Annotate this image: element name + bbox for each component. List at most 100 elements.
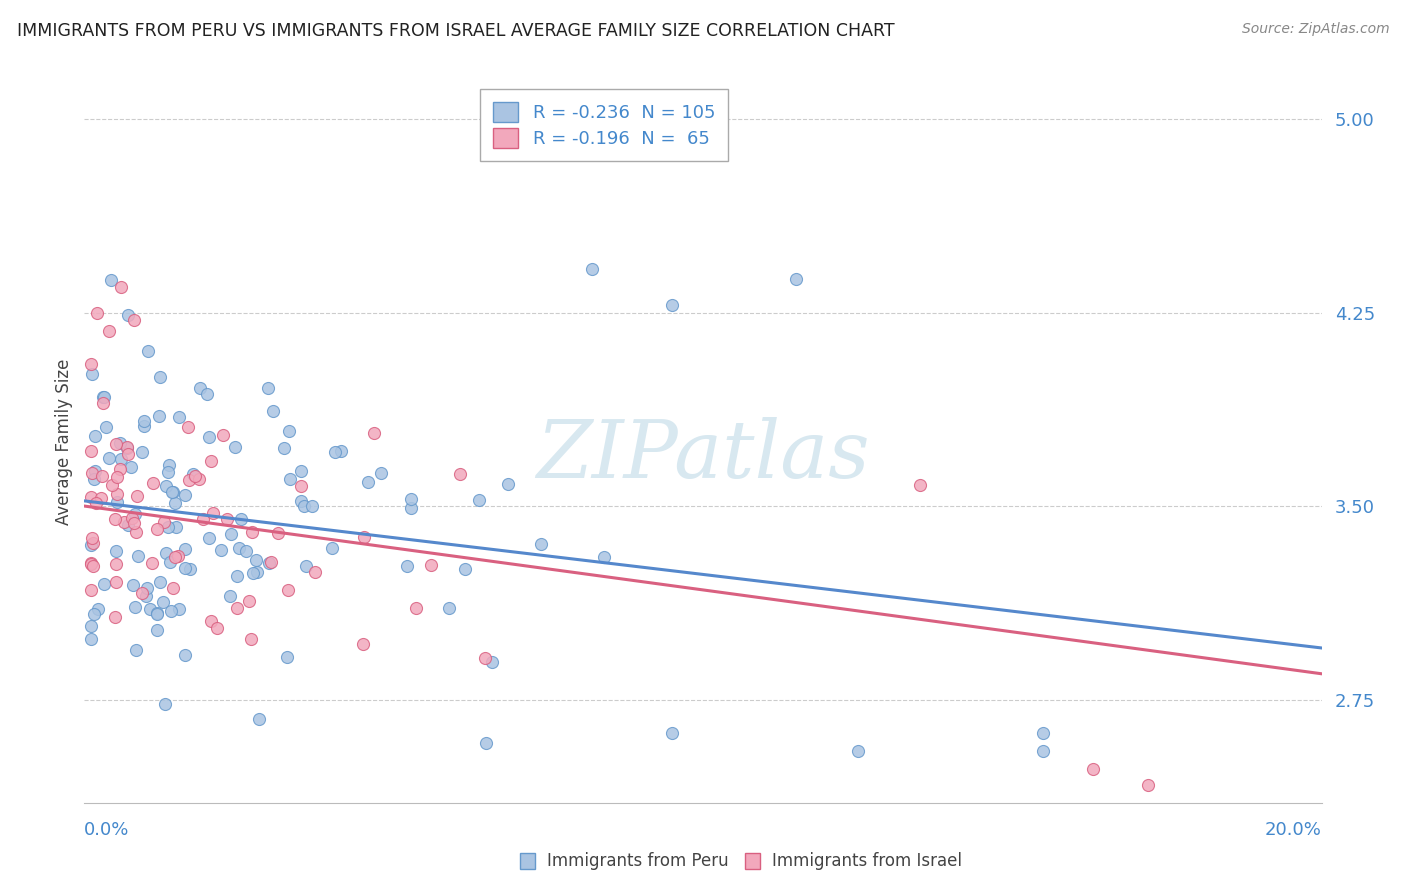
Point: [188, 381, 211, 395]
Point: [353, 530, 375, 544]
Point: [100, 273, 122, 287]
Point: [122, 516, 145, 530]
Point: [529, 537, 551, 551]
Point: [474, 651, 496, 665]
Point: [117, 447, 139, 461]
Point: [174, 648, 197, 663]
Point: [219, 589, 242, 603]
Point: [155, 697, 177, 711]
Point: [224, 441, 246, 455]
Point: [110, 461, 132, 475]
Point: [112, 515, 135, 529]
Point: [481, 655, 503, 669]
Point: [136, 581, 159, 595]
Point: [257, 381, 280, 395]
Point: [301, 499, 323, 513]
Point: [290, 479, 312, 493]
Point: [84, 429, 107, 443]
Point: [468, 493, 491, 508]
Point: [108, 435, 131, 450]
Point: [162, 484, 184, 499]
Point: [104, 574, 127, 589]
Point: [661, 726, 683, 740]
Point: [177, 473, 200, 487]
Point: [242, 566, 264, 580]
Point: [86, 305, 108, 319]
Point: [148, 409, 170, 424]
Point: [104, 558, 127, 572]
Point: [245, 553, 267, 567]
Point: [163, 496, 186, 510]
Legend: R = -0.236  N = 105, R = -0.196  N =  65: R = -0.236 N = 105, R = -0.196 N = 65: [481, 89, 728, 161]
Point: [219, 526, 242, 541]
Text: Immigrants from Peru: Immigrants from Peru: [547, 852, 728, 870]
Point: [449, 467, 471, 481]
Point: [163, 550, 186, 565]
Point: [121, 511, 143, 525]
Point: [134, 414, 156, 428]
Point: [79, 444, 101, 458]
Point: [105, 495, 128, 509]
Point: [295, 558, 318, 573]
Point: [105, 470, 128, 484]
Point: [82, 559, 104, 574]
Point: [363, 426, 385, 441]
Point: [200, 454, 222, 468]
Point: [131, 445, 153, 459]
Y-axis label: Average Family Size: Average Family Size: [55, 359, 73, 524]
Point: [83, 472, 105, 486]
Point: [82, 536, 104, 550]
Point: [209, 542, 232, 557]
Point: [280, 472, 302, 486]
Point: [146, 523, 169, 537]
Point: [131, 586, 153, 600]
Point: [212, 428, 235, 442]
Point: [226, 568, 249, 582]
Text: IMMIGRANTS FROM PERU VS IMMIGRANTS FROM ISRAEL AVERAGE FAMILY SIZE CORRELATION C: IMMIGRANTS FROM PERU VS IMMIGRANTS FROM …: [17, 22, 894, 40]
Point: [278, 424, 301, 438]
Point: [247, 712, 270, 726]
Point: [141, 557, 163, 571]
Point: [115, 442, 138, 456]
Point: [437, 601, 460, 615]
Point: [79, 357, 101, 371]
Point: [257, 556, 280, 570]
Point: [184, 468, 207, 483]
Point: [174, 488, 197, 502]
Point: [370, 467, 392, 481]
Point: [152, 594, 174, 608]
Point: [124, 508, 146, 522]
Point: [146, 607, 169, 621]
Point: [239, 632, 262, 647]
Point: [124, 642, 146, 657]
Point: [104, 544, 127, 558]
Point: [132, 419, 155, 434]
Point: [167, 602, 190, 616]
Text: ZIPatlas: ZIPatlas: [536, 417, 870, 495]
Point: [454, 562, 477, 576]
Text: 20.0%: 20.0%: [1265, 821, 1322, 838]
Point: [401, 501, 423, 516]
Point: [82, 531, 104, 545]
Point: [91, 396, 114, 410]
Point: [475, 736, 498, 750]
Point: [93, 390, 115, 404]
Point: [304, 565, 326, 579]
Point: [83, 607, 105, 622]
Point: [165, 519, 187, 533]
Point: [273, 441, 295, 455]
Point: [1032, 726, 1054, 740]
Point: [290, 493, 312, 508]
Point: [157, 458, 180, 472]
Point: [260, 555, 283, 569]
Point: [117, 518, 139, 533]
Point: [79, 619, 101, 633]
Point: [785, 272, 807, 286]
Point: [198, 430, 221, 444]
Point: [122, 578, 145, 592]
Point: [79, 538, 101, 552]
Point: [292, 499, 315, 513]
Point: [135, 589, 157, 603]
Point: [581, 261, 603, 276]
Point: [104, 436, 127, 450]
